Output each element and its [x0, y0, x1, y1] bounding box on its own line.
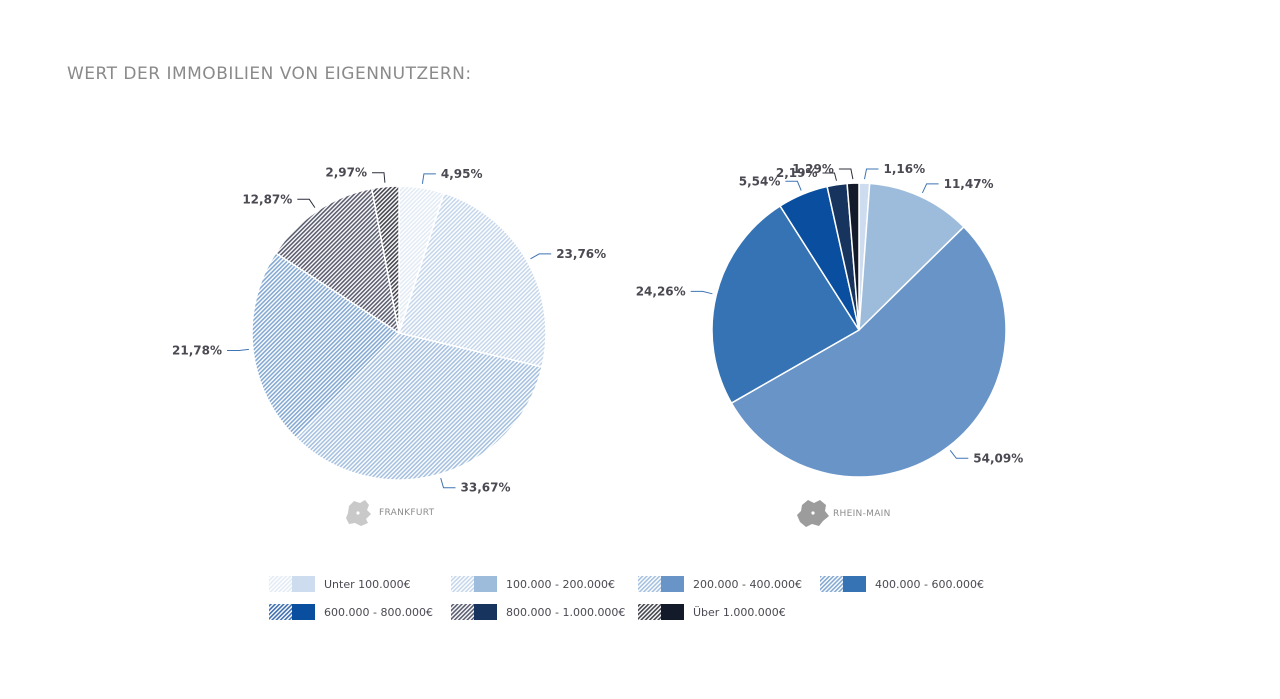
- legend-item-ueber-1-000-000: Über 1.000.000€: [638, 604, 786, 620]
- leader-line: [838, 168, 854, 180]
- slice-label-frankfurt-ueber-1-000-000: 2,97%: [325, 166, 367, 180]
- legend-swatch-hatched: [638, 604, 661, 620]
- leader-line: [690, 290, 713, 295]
- legend-swatch-hatched: [451, 604, 474, 620]
- slice-label-frankfurt-200-000-400-000: 33,67%: [461, 481, 511, 495]
- pie-chart-rhein-main: 1,16% 11,47% 54,09% 24,26% 5,54%2,19%1,29%: [636, 162, 1023, 478]
- pie-slice-rhein-main-ueber-1-000-000: [846, 182, 860, 331]
- leader-line: [921, 183, 939, 194]
- legend-label: Unter 100.000€: [324, 578, 411, 591]
- legend-swatch-hatched: [638, 576, 661, 592]
- leader-line: [440, 477, 456, 489]
- frankfurt-map-icon: [346, 500, 371, 526]
- leader-line: [227, 348, 249, 351]
- legend-item-800-000-1-000-000: 800.000 - 1.000.000€: [451, 604, 625, 620]
- slice-label-rhein-main-100-000-200-000: 11,47%: [944, 177, 994, 191]
- legend-swatch-solid: [292, 576, 315, 592]
- legend-swatch-solid: [292, 604, 315, 620]
- legend-swatch-solid: [843, 576, 866, 592]
- slice-label-rhein-main-600-000-800-000: 5,54%: [739, 174, 781, 188]
- leader-line: [297, 198, 316, 208]
- page-title: WERT DER IMMOBILIEN VON EIGENNUTZERN:: [67, 64, 472, 84]
- leader-line: [421, 173, 436, 184]
- legend-label: 800.000 - 1.000.000€: [506, 606, 625, 619]
- rhein-main-map-icon: [797, 500, 829, 527]
- pie-slice-rhein-main-400-000-600-000: [711, 204, 861, 405]
- pie-slice-rhein-main-200-000-400-000: [730, 225, 1007, 478]
- region-label-rhein-main: RHEIN-MAIN: [833, 509, 891, 519]
- legend-label: Über 1.000.000€: [693, 606, 786, 619]
- legend-label: 600.000 - 800.000€: [324, 606, 433, 619]
- leader-line: [864, 168, 879, 180]
- legend-item-400-000-600-000: 400.000 - 600.000€: [820, 576, 984, 592]
- leader-line: [949, 449, 969, 459]
- slice-label-rhein-main-200-000-400-000: 54,09%: [973, 451, 1023, 465]
- slice-label-frankfurt-100-000-200-000: 23,76%: [556, 247, 606, 261]
- leader-line: [530, 253, 552, 260]
- legend-item-200-000-400-000: 200.000 - 400.000€: [638, 576, 802, 592]
- slice-label-rhein-main-800-000-1-000-000: 2,19%: [776, 166, 818, 180]
- leader-line: [372, 172, 386, 183]
- legend-swatch-hatched: [269, 576, 292, 592]
- pie-slice-frankfurt-ueber-1-000-000: [370, 185, 400, 334]
- legend-swatch-solid: [661, 604, 684, 620]
- legend-label: 400.000 - 600.000€: [875, 578, 984, 591]
- pie-slice-frankfurt-800-000-1-000-000: [274, 187, 401, 335]
- slice-label-frankfurt-unter-100-000: 4,95%: [441, 167, 483, 181]
- legend-item-unter-100-000: Unter 100.000€: [269, 576, 411, 592]
- leader-line: [822, 172, 837, 181]
- legend-swatch-solid: [474, 576, 497, 592]
- pie-slice-frankfurt-200-000-400-000: [294, 332, 543, 481]
- legend-swatch-hatched: [451, 576, 474, 592]
- leader-line: [785, 180, 802, 191]
- slice-label-rhein-main-ueber-1-000-000: 1,29%: [792, 162, 834, 176]
- legend-swatch-hatched: [269, 604, 292, 620]
- legend-item-100-000-200-000: 100.000 - 200.000€: [451, 576, 615, 592]
- pie-slice-frankfurt-400-000-600-000: [251, 251, 401, 439]
- legend-item-600-000-800-000: 600.000 - 800.000€: [269, 604, 433, 620]
- legend-swatch-hatched: [820, 576, 843, 592]
- slice-label-frankfurt-800-000-1-000-000: 12,87%: [242, 192, 292, 206]
- pie-slice-frankfurt-100-000-200-000: [398, 192, 547, 368]
- legend-label: 200.000 - 400.000€: [693, 578, 802, 591]
- slice-label-frankfurt-400-000-600-000: 21,78%: [172, 344, 222, 358]
- slice-label-rhein-main-400-000-600-000: 24,26%: [636, 284, 686, 298]
- legend-swatch-solid: [661, 576, 684, 592]
- slice-label-rhein-main-unter-100-000: 1,16%: [884, 162, 926, 176]
- pie-slice-rhein-main-100-000-200-000: [858, 182, 965, 332]
- legend-label: 100.000 - 200.000€: [506, 578, 615, 591]
- region-label-frankfurt: FRANKFURT: [379, 508, 435, 518]
- pie-chart-frankfurt: 4,95% 23,76% 33,67% 21,78% 12,87% 2,97%: [172, 166, 606, 495]
- legend-swatch-solid: [474, 604, 497, 620]
- legend: Unter 100.000€ 100.000 - 200.000€ 200.000 …: [269, 576, 984, 620]
